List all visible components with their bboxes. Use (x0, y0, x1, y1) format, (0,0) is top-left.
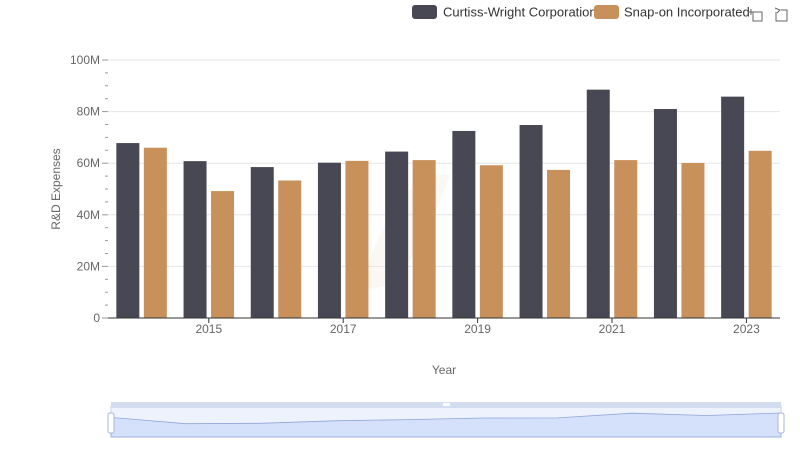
zoom-icon[interactable] (748, 9, 763, 22)
bar-series-2-2020[interactable] (547, 169, 571, 318)
y-tick-label: 60M (77, 156, 100, 170)
y-tick-label: 100M (70, 53, 100, 67)
bar-series-2-2015[interactable] (211, 191, 235, 318)
bar-series-2-2016[interactable] (278, 180, 302, 318)
y-tick-label: 0 (93, 311, 100, 325)
bar-series-1-2023[interactable] (721, 96, 745, 318)
y-tick-label: 20M (77, 259, 100, 273)
bar-series-1-2014[interactable] (116, 143, 140, 318)
y-axis-title: R&D Expenses (49, 148, 63, 229)
reset-icon[interactable] (774, 7, 788, 22)
bar-series-1-2015[interactable] (183, 161, 207, 318)
x-axis-title: Year (432, 363, 456, 377)
y-tick-label: 40M (77, 208, 100, 222)
legend-swatch-series-2[interactable] (594, 5, 619, 19)
x-tick-label: 2017 (330, 322, 357, 336)
zoom-handle-left[interactable] (107, 412, 115, 434)
x-tick-label: 2015 (195, 322, 222, 336)
bar-series-1-2021[interactable] (586, 89, 610, 318)
bar-series-2-2019[interactable] (479, 165, 503, 318)
axes (102, 59, 780, 323)
bars (116, 89, 772, 319)
bar-series-2-2017[interactable] (345, 160, 369, 318)
bar-series-1-2018[interactable] (385, 151, 409, 318)
bar-series-2-2018[interactable] (412, 160, 436, 318)
bar-series-1-2019[interactable] (452, 130, 476, 318)
legend[interactable]: Curtiss-Wright Corporation Snap-on Incor… (412, 5, 750, 20)
x-tick-label: 2023 (733, 322, 760, 336)
data-zoom-slider[interactable] (107, 402, 785, 438)
y-tick-label: 80M (77, 105, 100, 119)
legend-label-series-1[interactable]: Curtiss-Wright Corporation (443, 5, 597, 20)
bar-series-2-2023[interactable] (748, 150, 772, 318)
bar-series-2-2021[interactable] (614, 160, 638, 318)
bar-series-2-2022[interactable] (681, 162, 705, 318)
grid-lines (108, 59, 780, 267)
zoom-top-grip[interactable] (443, 403, 450, 406)
bar-series-2-2014[interactable] (143, 147, 167, 318)
bar-series-1-2017[interactable] (317, 162, 341, 318)
y-tick-labels: 0 20M 40M 60M 80M 100M (70, 53, 100, 325)
x-tick-label: 2021 (599, 322, 626, 336)
zoom-handle-right[interactable] (777, 412, 785, 434)
x-tick-labels: 2015 2017 2019 2021 2023 (195, 322, 760, 336)
legend-swatch-series-1[interactable] (412, 5, 437, 19)
bar-series-1-2020[interactable] (519, 125, 543, 319)
bar-series-1-2016[interactable] (250, 167, 274, 318)
bar-series-1-2022[interactable] (653, 109, 677, 319)
legend-label-series-2[interactable]: Snap-on Incorporated (624, 5, 750, 20)
x-tick-label: 2019 (464, 322, 491, 336)
